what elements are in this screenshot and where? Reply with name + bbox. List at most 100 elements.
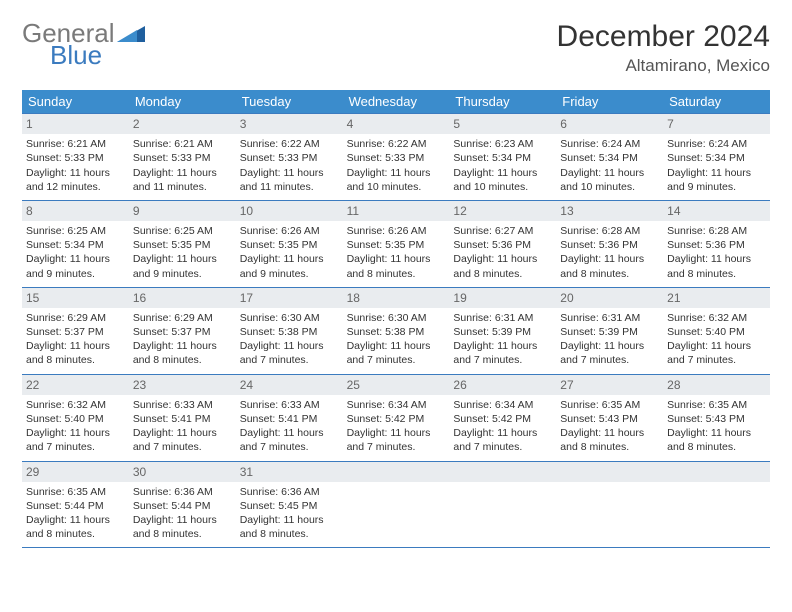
daylight-text: Daylight: 11 hours: [133, 166, 232, 180]
sunrise-text: Sunrise: 6:28 AM: [560, 224, 659, 238]
sunrise-text: Sunrise: 6:34 AM: [347, 398, 446, 412]
sunrise-text: Sunrise: 6:24 AM: [667, 137, 766, 151]
day-cell: 26Sunrise: 6:34 AMSunset: 5:42 PMDayligh…: [449, 375, 556, 461]
sunrise-text: Sunrise: 6:22 AM: [347, 137, 446, 151]
sunrise-text: Sunrise: 6:25 AM: [133, 224, 232, 238]
daylight-text: and 9 minutes.: [133, 267, 232, 281]
daylight-text: Daylight: 11 hours: [667, 252, 766, 266]
day-number: 17: [236, 288, 343, 308]
sunset-text: Sunset: 5:41 PM: [240, 412, 339, 426]
weekday-label: Sunday: [22, 90, 129, 113]
daylight-text: and 10 minutes.: [347, 180, 446, 194]
daylight-text: and 8 minutes.: [560, 440, 659, 454]
day-number: 9: [129, 201, 236, 221]
daylight-text: and 8 minutes.: [667, 440, 766, 454]
day-cell: 31Sunrise: 6:36 AMSunset: 5:45 PMDayligh…: [236, 462, 343, 548]
sunset-text: Sunset: 5:36 PM: [667, 238, 766, 252]
day-cell: 15Sunrise: 6:29 AMSunset: 5:37 PMDayligh…: [22, 288, 129, 374]
day-number: 2: [129, 114, 236, 134]
daylight-text: Daylight: 11 hours: [347, 252, 446, 266]
daylight-text: Daylight: 11 hours: [453, 339, 552, 353]
day-cell: [556, 462, 663, 548]
daylight-text: and 8 minutes.: [133, 527, 232, 541]
day-cell: 27Sunrise: 6:35 AMSunset: 5:43 PMDayligh…: [556, 375, 663, 461]
day-cell: 23Sunrise: 6:33 AMSunset: 5:41 PMDayligh…: [129, 375, 236, 461]
daylight-text: and 8 minutes.: [560, 267, 659, 281]
sunrise-text: Sunrise: 6:28 AM: [667, 224, 766, 238]
daylight-text: Daylight: 11 hours: [26, 513, 125, 527]
sunrise-text: Sunrise: 6:31 AM: [453, 311, 552, 325]
sunrise-text: Sunrise: 6:33 AM: [240, 398, 339, 412]
sunset-text: Sunset: 5:36 PM: [453, 238, 552, 252]
sunset-text: Sunset: 5:37 PM: [133, 325, 232, 339]
sunset-text: Sunset: 5:34 PM: [26, 238, 125, 252]
weekday-label: Wednesday: [343, 90, 450, 113]
week-row: 8Sunrise: 6:25 AMSunset: 5:34 PMDaylight…: [22, 200, 770, 287]
daylight-text: Daylight: 11 hours: [240, 339, 339, 353]
weekday-label: Monday: [129, 90, 236, 113]
sunset-text: Sunset: 5:33 PM: [240, 151, 339, 165]
day-number: 26: [449, 375, 556, 395]
daylight-text: and 8 minutes.: [347, 267, 446, 281]
page-title: December 2024: [557, 20, 770, 54]
sunset-text: Sunset: 5:43 PM: [667, 412, 766, 426]
daylight-text: and 8 minutes.: [240, 527, 339, 541]
sunset-text: Sunset: 5:41 PM: [133, 412, 232, 426]
sunset-text: Sunset: 5:34 PM: [667, 151, 766, 165]
sunset-text: Sunset: 5:39 PM: [453, 325, 552, 339]
sunset-text: Sunset: 5:38 PM: [347, 325, 446, 339]
daylight-text: and 7 minutes.: [240, 353, 339, 367]
sunrise-text: Sunrise: 6:29 AM: [133, 311, 232, 325]
sunset-text: Sunset: 5:44 PM: [133, 499, 232, 513]
week-row: 1Sunrise: 6:21 AMSunset: 5:33 PMDaylight…: [22, 114, 770, 200]
daylight-text: and 9 minutes.: [26, 267, 125, 281]
day-number: 12: [449, 201, 556, 221]
day-cell: 21Sunrise: 6:32 AMSunset: 5:40 PMDayligh…: [663, 288, 770, 374]
day-cell: [663, 462, 770, 548]
day-cell: 11Sunrise: 6:26 AMSunset: 5:35 PMDayligh…: [343, 201, 450, 287]
sunset-text: Sunset: 5:33 PM: [26, 151, 125, 165]
day-number: 4: [343, 114, 450, 134]
sunrise-text: Sunrise: 6:21 AM: [133, 137, 232, 151]
day-number: 16: [129, 288, 236, 308]
day-cell: [343, 462, 450, 548]
weekday-label: Tuesday: [236, 90, 343, 113]
day-number: 3: [236, 114, 343, 134]
header: General Blue December 2024 Altamirano, M…: [22, 20, 770, 76]
day-cell: 3Sunrise: 6:22 AMSunset: 5:33 PMDaylight…: [236, 114, 343, 200]
day-number: 18: [343, 288, 450, 308]
day-number: 25: [343, 375, 450, 395]
sunrise-text: Sunrise: 6:30 AM: [240, 311, 339, 325]
sunset-text: Sunset: 5:42 PM: [453, 412, 552, 426]
daylight-text: Daylight: 11 hours: [453, 166, 552, 180]
weekday-label: Friday: [556, 90, 663, 113]
day-cell: [449, 462, 556, 548]
daylight-text: Daylight: 11 hours: [560, 426, 659, 440]
sunset-text: Sunset: 5:34 PM: [453, 151, 552, 165]
daylight-text: Daylight: 11 hours: [26, 426, 125, 440]
sunrise-text: Sunrise: 6:32 AM: [26, 398, 125, 412]
sunrise-text: Sunrise: 6:22 AM: [240, 137, 339, 151]
weekday-label: Thursday: [449, 90, 556, 113]
daylight-text: and 12 minutes.: [26, 180, 125, 194]
daylight-text: Daylight: 11 hours: [26, 252, 125, 266]
location: Altamirano, Mexico: [557, 56, 770, 76]
week-row: 29Sunrise: 6:35 AMSunset: 5:44 PMDayligh…: [22, 461, 770, 548]
sunrise-text: Sunrise: 6:35 AM: [26, 485, 125, 499]
day-number: 30: [129, 462, 236, 482]
sunrise-text: Sunrise: 6:30 AM: [347, 311, 446, 325]
daylight-text: Daylight: 11 hours: [26, 339, 125, 353]
sunrise-text: Sunrise: 6:26 AM: [240, 224, 339, 238]
sunset-text: Sunset: 5:45 PM: [240, 499, 339, 513]
sunrise-text: Sunrise: 6:29 AM: [26, 311, 125, 325]
sunset-text: Sunset: 5:35 PM: [240, 238, 339, 252]
sunrise-text: Sunrise: 6:21 AM: [26, 137, 125, 151]
sunrise-text: Sunrise: 6:26 AM: [347, 224, 446, 238]
sunset-text: Sunset: 5:40 PM: [26, 412, 125, 426]
day-cell: 9Sunrise: 6:25 AMSunset: 5:35 PMDaylight…: [129, 201, 236, 287]
daylight-text: and 7 minutes.: [347, 440, 446, 454]
sunrise-text: Sunrise: 6:34 AM: [453, 398, 552, 412]
daylight-text: and 7 minutes.: [560, 353, 659, 367]
day-cell: 14Sunrise: 6:28 AMSunset: 5:36 PMDayligh…: [663, 201, 770, 287]
day-number: 23: [129, 375, 236, 395]
